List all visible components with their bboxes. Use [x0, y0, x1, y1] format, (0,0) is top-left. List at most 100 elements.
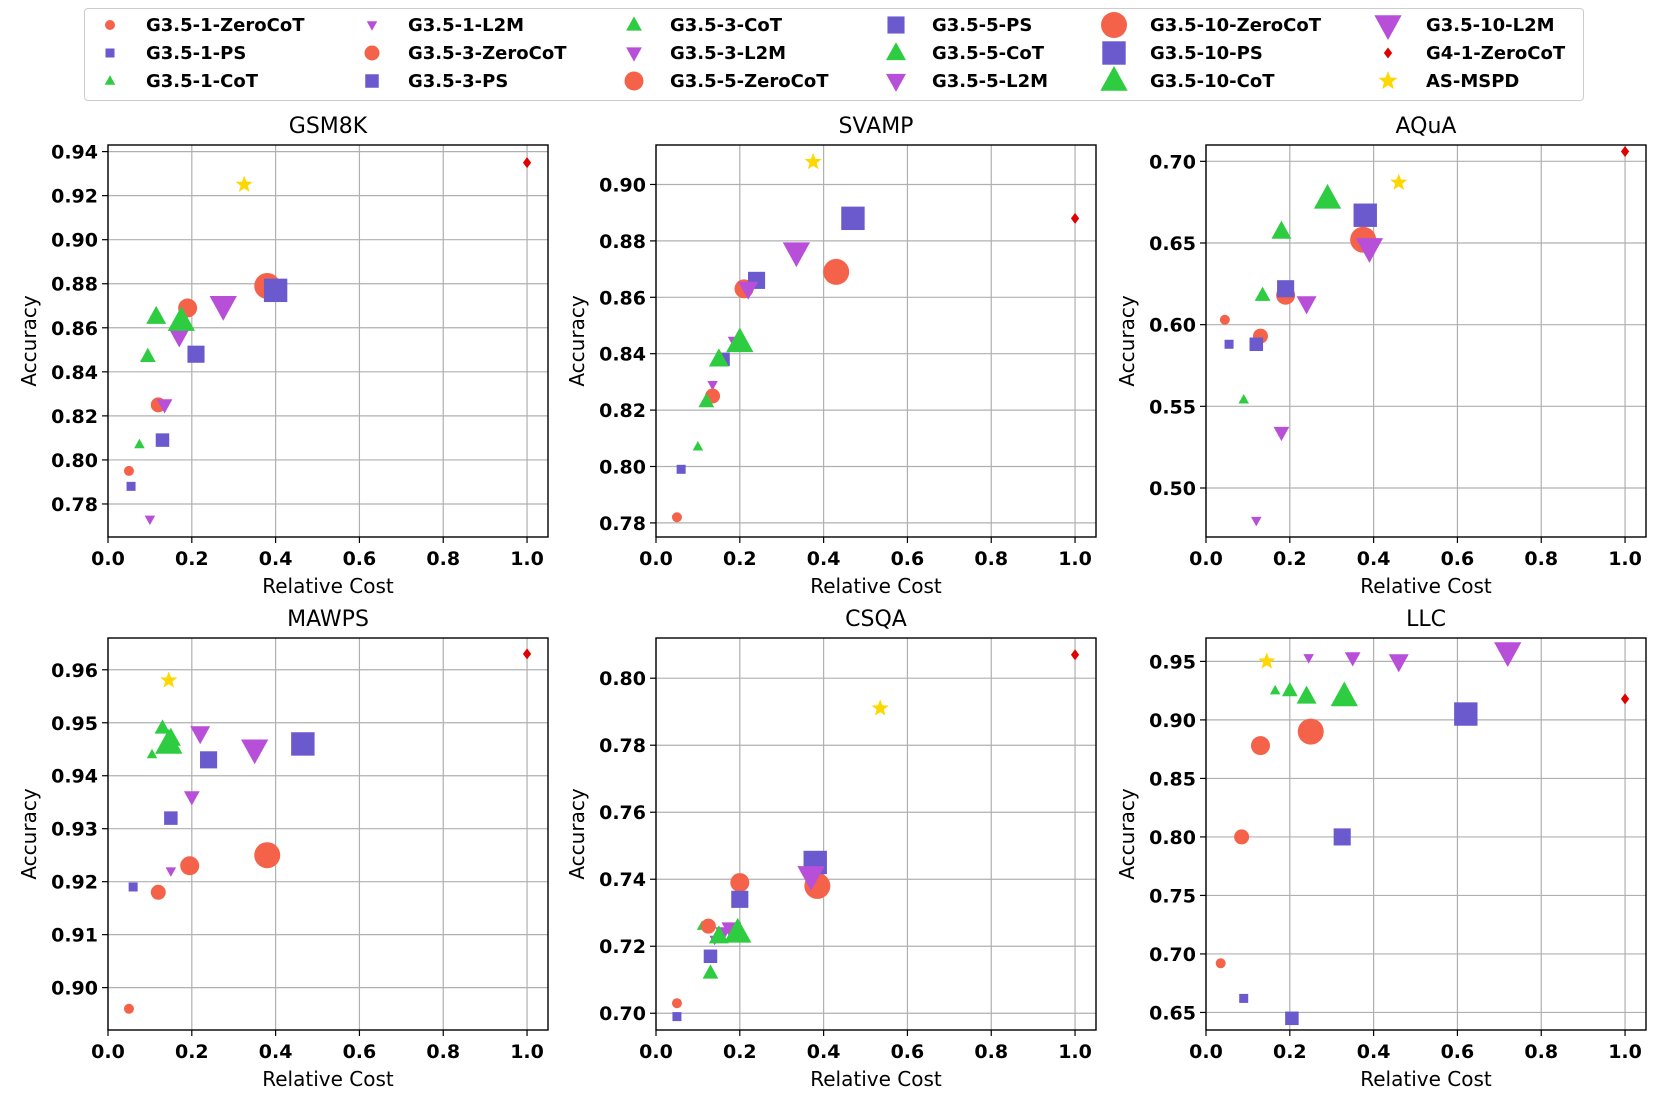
legend-item-g3-5-3-zerocot: G3.5-3-ZeroCoT — [364, 43, 567, 64]
plot-frame — [1205, 144, 1647, 538]
legend-marker-g3-5-5-zerocot — [624, 71, 644, 91]
legend-label-g3-5-3-ps: G3.5-3-PS — [408, 71, 508, 92]
legend-marker-g3-5-1-zerocot — [105, 20, 115, 30]
point-g3-5-1-l2m — [707, 380, 718, 391]
point-g3-5-3-ps — [164, 811, 178, 825]
x-tick-label: 0.2 — [175, 548, 209, 570]
legend-marker-g3-5-3-l2m — [626, 47, 642, 62]
point-g3-5-1-zerocot — [123, 1003, 134, 1014]
x-tick-label: 0.8 — [426, 548, 460, 570]
x-axis-label: Relative Cost — [810, 1067, 942, 1091]
x-tick-label: 0.8 — [1524, 548, 1558, 570]
point-g4-1-zerocot — [1620, 146, 1630, 158]
chart-gsm8k: 0.0 0.2 0.4 0.6 0.8 1.0 0.78 0.80 0.82 0.84 0.86 0.… — [17, 114, 549, 598]
point-g3-5-5-cot — [708, 925, 729, 944]
plot-frame — [1205, 637, 1647, 1031]
chart-title: LLC — [1406, 607, 1446, 632]
legend-item-g3-5-3-ps: G3.5-3-PS — [365, 71, 508, 92]
legend-label-g3-5-5-l2m: G3.5-5-L2M — [932, 71, 1048, 92]
y-tick-label: 0.90 — [599, 174, 646, 196]
y-tick-label: 0.70 — [599, 1003, 646, 1025]
plot-frame — [107, 637, 549, 1031]
point-g3-5-10-cot — [167, 306, 195, 331]
legend-marker-g3-5-10-ps — [1102, 41, 1126, 65]
point-g3-5-3-ps — [1249, 337, 1264, 352]
point-g3-5-10-zerocot — [1297, 718, 1324, 745]
y-tick-label: 0.80 — [599, 456, 646, 478]
point-g3-5-5-l2m — [169, 329, 190, 348]
y-tick-label: 0.86 — [599, 287, 646, 309]
x-tick-label: 1.0 — [1608, 548, 1642, 570]
chart-csqa: 0.0 0.2 0.4 0.6 0.8 1.0 0.70 0.72 0.74 0.76 0.78 0.… — [565, 607, 1097, 1091]
point-as-mspd — [235, 175, 253, 192]
point-g3-5-10-l2m — [241, 739, 269, 765]
x-tick-label: 0.4 — [1357, 1041, 1391, 1063]
point-g3-5-1-ps — [676, 464, 686, 474]
x-tick-label: 0.0 — [639, 1041, 673, 1063]
legend-frame — [84, 8, 1584, 101]
x-tick-label: 0.2 — [1273, 548, 1307, 570]
point-g3-5-5-l2m — [1388, 654, 1409, 673]
point-g3-5-3-ps — [155, 433, 170, 447]
point-g3-5-5-zerocot — [730, 873, 750, 893]
point-g3-5-3-l2m — [1344, 652, 1361, 667]
point-g3-5-5-ps — [731, 890, 749, 908]
y-axis-label: Accuracy — [1115, 295, 1139, 386]
point-as-mspd — [1390, 173, 1408, 190]
point-g3-5-10-l2m — [209, 296, 237, 321]
legend-item-g3-5-3-cot: G3.5-3-CoT — [626, 15, 783, 36]
y-tick-label: 0.96 — [51, 660, 98, 682]
legend-label-g3-5-10-l2m: G3.5-10-L2M — [1426, 15, 1555, 36]
legend-item-g3-5-1-zerocot: G3.5-1-ZeroCoT — [105, 15, 305, 36]
x-axis-label: Relative Cost — [1360, 574, 1492, 598]
y-axis-label: Accuracy — [17, 788, 41, 879]
legend-label-g3-5-5-zerocot: G3.5-5-ZeroCoT — [670, 71, 829, 92]
chart-title: CSQA — [845, 607, 907, 632]
point-g3-5-1-cot — [134, 438, 145, 449]
x-tick-label: 0.4 — [807, 548, 841, 570]
legend-label-g4-1-zerocot: G4-1-ZeroCoT — [1426, 43, 1566, 64]
point-g3-5-1-zerocot — [671, 512, 682, 523]
x-tick-label: 0.8 — [974, 1041, 1008, 1063]
x-tick-label: 0.0 — [639, 548, 673, 570]
point-g3-5-1-cot — [692, 441, 704, 451]
point-g3-5-5-ps — [187, 345, 205, 363]
legend-item-g3-5-10-zerocot: G3.5-10-ZeroCoT — [1101, 12, 1322, 38]
y-tick-label: 0.82 — [51, 406, 98, 428]
point-g3-5-10-cot — [1330, 681, 1358, 707]
point-g3-5-1-ps — [672, 1012, 682, 1022]
point-as-mspd — [871, 699, 889, 716]
point-g3-5-1-l2m — [165, 867, 177, 877]
legend-marker-g3-5-10-cot — [1100, 66, 1128, 91]
legend-marker-g3-5-5-l2m — [886, 73, 906, 92]
legend-label-g3-5-5-cot: G3.5-5-CoT — [932, 43, 1045, 64]
x-tick-label: 1.0 — [1058, 1041, 1092, 1063]
y-tick-label: 0.55 — [1149, 396, 1196, 418]
point-g3-5-5-cot — [1271, 220, 1292, 239]
y-tick-label: 0.80 — [51, 450, 98, 472]
point-as-mspd — [160, 671, 178, 688]
point-g3-5-10-l2m — [1355, 238, 1384, 263]
legend-label-g3-5-5-ps: G3.5-5-PS — [932, 15, 1032, 36]
y-tick-label: 0.76 — [599, 802, 646, 824]
point-g4-1-zerocot — [522, 648, 532, 660]
legend-label-g3-5-3-zerocot: G3.5-3-ZeroCoT — [408, 43, 567, 64]
point-g3-5-10-cot — [724, 917, 752, 943]
point-g3-5-3-zerocot — [150, 884, 166, 900]
legend-item-g3-5-1-ps: G3.5-1-PS — [105, 43, 246, 64]
x-tick-label: 1.0 — [1608, 1041, 1642, 1063]
point-g3-5-10-cot — [1313, 183, 1342, 209]
point-g3-5-1-ps — [126, 481, 136, 491]
point-as-mspd — [804, 152, 822, 170]
y-tick-label: 0.91 — [51, 925, 98, 947]
legend-item-g3-5-1-l2m: G3.5-1-L2M — [366, 15, 524, 36]
point-g3-5-10-zerocot — [823, 258, 850, 285]
legend-label-g3-5-1-cot: G3.5-1-CoT — [146, 71, 259, 92]
x-tick-label: 0.6 — [1441, 548, 1475, 570]
x-tick-label: 1.0 — [510, 548, 544, 570]
point-g3-5-5-zerocot — [180, 856, 200, 876]
y-tick-label: 0.86 — [51, 318, 98, 340]
point-g3-5-10-ps — [263, 278, 288, 303]
point-g3-5-3-cot — [1254, 286, 1271, 301]
x-tick-label: 0.0 — [1189, 548, 1223, 570]
